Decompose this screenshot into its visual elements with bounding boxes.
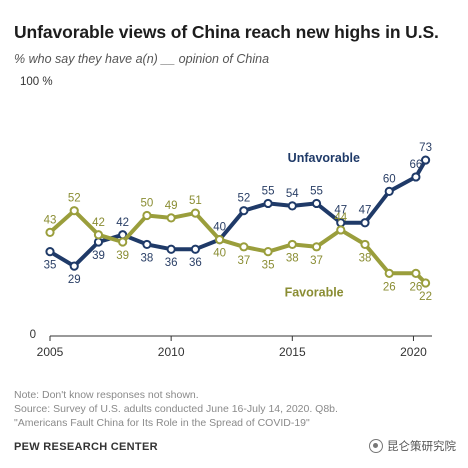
point-favorable-4 (142, 210, 152, 221)
data-label-favorable-16: 22 (419, 291, 432, 303)
data-label-favorable-2: 42 (92, 217, 105, 229)
data-label-favorable-0: 43 (44, 214, 57, 226)
point-favorable-14 (384, 268, 394, 278)
point-favorable-1 (69, 206, 79, 216)
point-favorable-9 (263, 247, 273, 257)
data-label-favorable-11: 37 (310, 255, 323, 267)
point-favorable-15 (411, 268, 421, 278)
point-unfavorable-13 (360, 218, 370, 228)
point-unfavorable-10 (287, 201, 297, 211)
data-label-favorable-4: 50 (141, 198, 154, 210)
point-favorable-0 (45, 227, 55, 237)
point-unfavorable-0 (45, 247, 55, 257)
point-unfavorable-5 (166, 244, 176, 254)
note-text: Note: Don't know responses not shown. (14, 389, 199, 401)
data-label-unfavorable-3: 42 (116, 217, 129, 229)
data-label-unfavorable-15: 66 (409, 159, 422, 171)
data-label-unfavorable-12: 47 (334, 205, 347, 217)
data-label-unfavorable-8: 52 (237, 193, 250, 205)
data-label-unfavorable-11: 55 (310, 185, 323, 197)
point-favorable-5 (166, 213, 176, 223)
data-label-unfavorable-14: 60 (383, 173, 396, 185)
point-unfavorable-1 (69, 261, 79, 271)
point-unfavorable-15 (411, 172, 421, 182)
point-favorable-10 (287, 239, 297, 250)
source-report-title: "Americans Fault China for Its Role in t… (14, 417, 310, 429)
data-label-favorable-7: 40 (213, 248, 226, 260)
data-label-unfavorable-4: 38 (141, 252, 154, 264)
point-favorable-7 (215, 235, 225, 245)
point-favorable-16 (420, 278, 431, 288)
point-favorable-3 (118, 237, 128, 247)
x-tick-label-2015: 2015 (279, 345, 306, 359)
point-unfavorable-14 (384, 186, 394, 196)
data-label-favorable-10: 38 (286, 252, 299, 264)
point-unfavorable-8 (239, 206, 249, 216)
chart-title: Unfavorable views of China reach new hig… (14, 22, 439, 42)
data-label-unfavorable-5: 36 (165, 257, 178, 269)
org-name: PEW RESEARCH CENTER (14, 441, 158, 453)
data-label-favorable-3: 39 (116, 250, 129, 262)
data-label-favorable-8: 37 (237, 255, 250, 267)
point-unfavorable-9 (263, 198, 273, 209)
data-label-favorable-12: 44 (334, 212, 347, 224)
series-name-favorable: Favorable (285, 286, 344, 300)
y-axis-zero-label: 0 (30, 329, 36, 341)
point-favorable-12 (336, 225, 346, 235)
point-favorable-2 (93, 230, 104, 240)
point-favorable-11 (311, 242, 322, 252)
data-label-favorable-1: 52 (68, 193, 81, 205)
point-unfavorable-2 (93, 237, 104, 247)
y-axis-top-label: 100 % (20, 76, 53, 88)
data-label-favorable-14: 26 (383, 281, 396, 293)
data-label-favorable-15: 26 (409, 281, 422, 293)
point-unfavorable-16 (420, 155, 431, 165)
data-label-unfavorable-9: 55 (262, 185, 275, 197)
point-favorable-13 (360, 239, 370, 250)
wechat-icon (369, 439, 383, 453)
watermark-text: 昆仑策研究院 (387, 441, 456, 453)
data-label-unfavorable-1: 29 (68, 274, 81, 286)
data-label-unfavorable-0: 35 (44, 260, 57, 272)
point-favorable-8 (239, 242, 249, 252)
data-label-unfavorable-16: 73 (419, 142, 432, 154)
series-name-unfavorable: Unfavorable (288, 151, 360, 165)
point-unfavorable-4 (142, 239, 152, 250)
point-unfavorable-6 (190, 244, 200, 254)
data-label-favorable-6: 51 (189, 195, 202, 207)
x-tick-label-2005: 2005 (37, 345, 64, 359)
data-label-unfavorable-13: 47 (359, 205, 372, 217)
data-label-favorable-9: 35 (262, 260, 275, 272)
data-label-unfavorable-2: 39 (92, 250, 105, 262)
data-label-unfavorable-7: 40 (213, 222, 226, 234)
data-label-unfavorable-6: 36 (189, 257, 202, 269)
x-tick-label-2020: 2020 (400, 345, 427, 359)
point-favorable-6 (190, 208, 200, 218)
chart-subtitle: % who say they have a(n) __ opinion of C… (14, 52, 270, 66)
data-label-favorable-13: 38 (359, 252, 372, 264)
watermark: 昆仑策研究院 (369, 438, 456, 454)
data-label-unfavorable-10: 54 (286, 188, 299, 200)
point-unfavorable-11 (311, 198, 322, 209)
source-text: Source: Survey of U.S. adults conducted … (14, 403, 338, 415)
x-tick-label-2010: 2010 (158, 345, 185, 359)
data-label-favorable-5: 49 (165, 200, 178, 212)
